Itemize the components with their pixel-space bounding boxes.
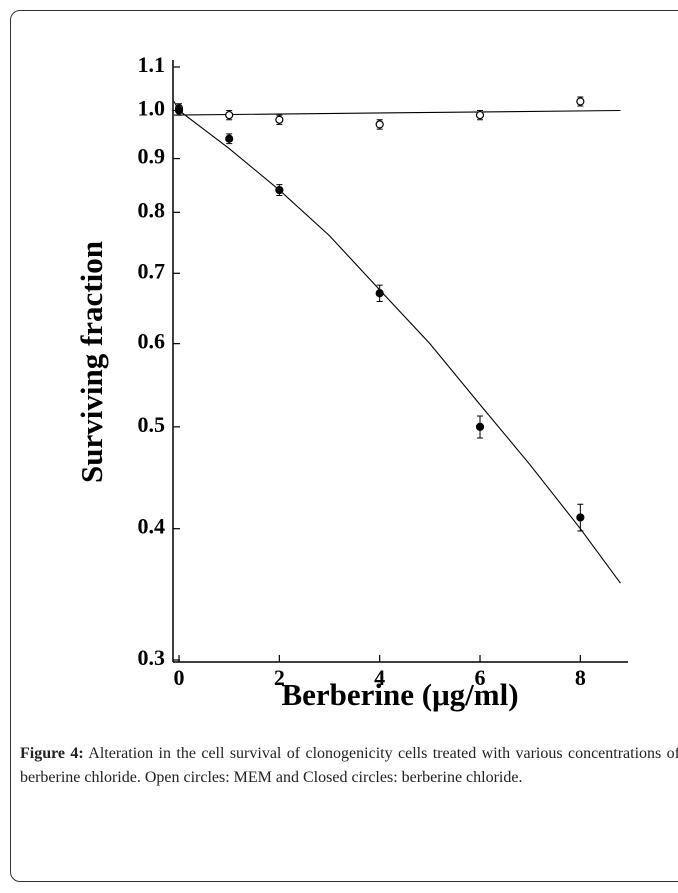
data-point: [225, 110, 234, 120]
fit-line: [173, 109, 621, 116]
y-axis-title: Surviving fraction: [74, 241, 109, 483]
x-tick-label: 4: [374, 665, 385, 690]
data-point: [475, 110, 485, 120]
caption: Figure 4: Alteration in the cell surviva…: [20, 742, 678, 790]
caption-label: Figure 4:: [20, 745, 84, 762]
data-point: [275, 185, 284, 195]
y-tick-label: 0.6: [138, 329, 166, 354]
x-tick-label: 2: [274, 665, 285, 690]
data-point: [475, 422, 485, 431]
data-point: [225, 134, 234, 143]
y-tick-label: 0.4: [138, 514, 166, 539]
data-point: [275, 115, 284, 124]
x-tick-label: 6: [475, 665, 486, 690]
y-tick-label: 0.3: [138, 645, 166, 670]
data-point: [375, 289, 384, 298]
y-tick-label: 0.9: [138, 144, 166, 169]
caption-text: Alteration in the cell survival of clono…: [20, 745, 678, 786]
data-point: [174, 106, 184, 115]
y-tick-label: 0.8: [138, 197, 166, 222]
y-tick-label: 0.5: [138, 412, 166, 437]
y-tick-label: 0.7: [138, 258, 166, 283]
fit-line: [173, 101, 621, 584]
figure-frame: [10, 10, 678, 882]
y-tick-label: 1.1: [138, 52, 166, 77]
data-point: [375, 120, 384, 129]
data-point: [576, 513, 585, 522]
x-tick-label: 8: [575, 665, 586, 690]
x-axis-title: Berberine (μg/ml): [281, 677, 518, 712]
data-point: [576, 97, 585, 106]
y-tick-label: 1.0: [138, 96, 166, 121]
x-tick-label: 0: [174, 665, 185, 690]
